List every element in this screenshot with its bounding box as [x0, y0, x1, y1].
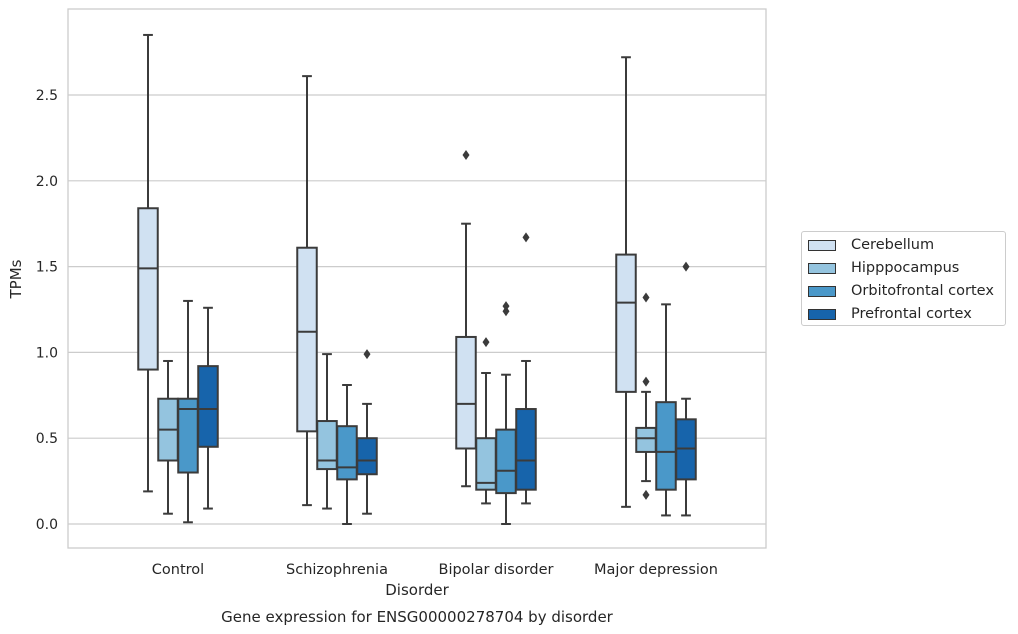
outlier-point — [642, 489, 650, 500]
outlier-point — [642, 292, 650, 303]
box — [356, 349, 378, 515]
legend-swatch-prefrontal — [808, 308, 836, 320]
x-axis-label: Disorder — [385, 581, 449, 599]
outlier-point — [462, 150, 470, 161]
legend-item-cerebellum: Cerebellum — [808, 236, 934, 254]
x-tick-label: Schizophrenia — [286, 562, 388, 578]
outlier-point — [522, 232, 530, 243]
box — [455, 150, 477, 488]
box — [495, 301, 517, 525]
x-tick-label: Control — [152, 562, 204, 578]
box — [635, 292, 657, 500]
x-tick-label: Major depression — [594, 562, 718, 578]
box-iqr — [495, 428, 517, 495]
y-tick-label: 0.5 — [36, 431, 58, 447]
x-tick-labels: Control Schizophrenia Bipolar disorder Majo… — [152, 562, 718, 578]
y-tick-label: 1.0 — [36, 345, 58, 361]
y-tick-labels: 0.0 0.5 1.0 1.5 2.0 2.5 — [36, 88, 58, 533]
box — [336, 384, 358, 525]
box — [296, 75, 318, 507]
y-tick-label: 2.5 — [36, 88, 58, 104]
legend-label-prefrontal: Prefrontal cortex — [851, 306, 972, 322]
outlier-point — [482, 337, 490, 348]
x-tick-label: Bipolar disorder — [439, 562, 554, 578]
box-iqr — [635, 426, 657, 453]
box — [515, 232, 537, 505]
outlier-point — [502, 306, 510, 317]
y-tick-label: 2.0 — [36, 174, 58, 190]
legend-item-prefrontal: Prefrontal cortex — [808, 305, 972, 323]
box — [615, 56, 637, 508]
legend-item-hippocampus: Hipppocampus — [808, 259, 959, 277]
legend-swatch-orbitofrontal — [808, 285, 836, 297]
boxes — [137, 33, 697, 525]
legend-label-hippocampus: Hipppocampus — [851, 260, 960, 276]
box — [157, 359, 179, 515]
outlier-point — [642, 376, 650, 387]
box-iqr — [455, 335, 477, 450]
legend-swatch-hippocampus — [808, 262, 836, 274]
box-iqr — [336, 425, 358, 481]
box-iqr — [197, 365, 219, 448]
box-iqr — [356, 437, 378, 476]
y-axis-label: TPMs — [7, 259, 25, 299]
outlier-point — [502, 301, 510, 312]
box — [675, 261, 697, 517]
legend: Cerebellum Hipppocampus Orbitofrontal co… — [801, 231, 1006, 326]
box-iqr — [316, 420, 338, 471]
chart-title: Gene expression for ENSG00000278704 by d… — [221, 608, 614, 626]
legend-label-orbitofrontal: Orbitofrontal cortex — [851, 283, 994, 299]
box-iqr — [615, 253, 637, 393]
legend-item-orbitofrontal: Orbitofrontal cortex — [808, 282, 994, 300]
box-iqr — [296, 246, 318, 433]
legend-swatch-cerebellum — [808, 239, 836, 251]
box-iqr — [515, 408, 537, 491]
box — [137, 33, 159, 493]
box-iqr — [655, 401, 677, 491]
y-tick-label: 1.5 — [36, 260, 58, 276]
outlier-point — [682, 261, 690, 272]
y-tick-label: 0.0 — [36, 517, 58, 533]
box-iqr — [137, 207, 159, 371]
legend-label-cerebellum: Cerebellum — [851, 237, 935, 253]
outlier-point — [363, 349, 371, 360]
box — [197, 306, 219, 510]
